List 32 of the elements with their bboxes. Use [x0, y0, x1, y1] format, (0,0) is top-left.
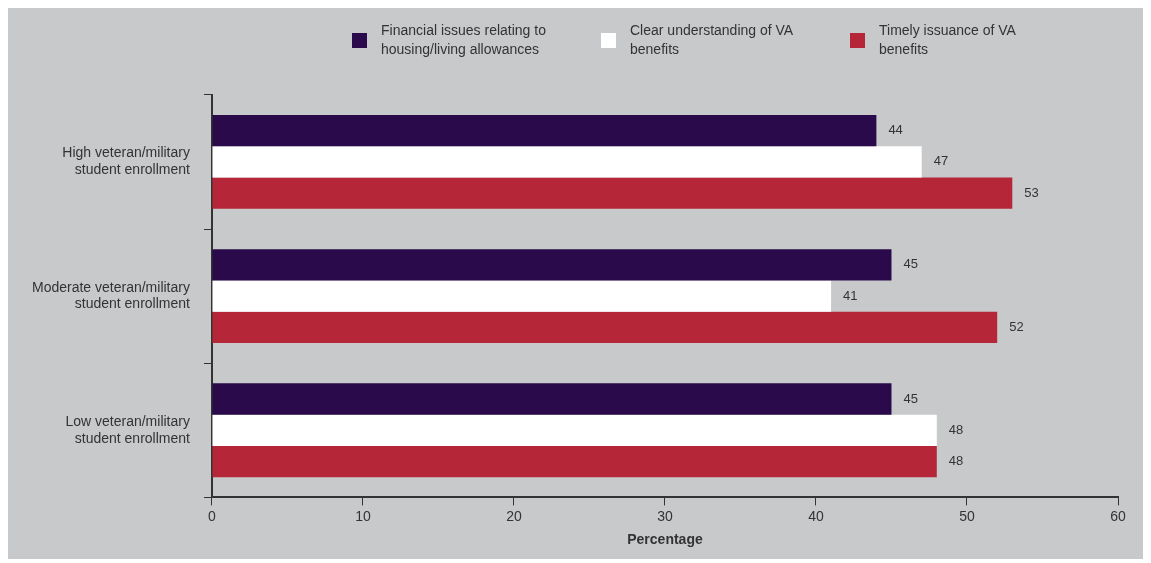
- data-label: 41: [843, 287, 858, 303]
- data-label: 48: [948, 421, 964, 437]
- bar: [212, 249, 892, 281]
- x-tick-label: 60: [1110, 507, 1126, 524]
- data-label: 53: [1024, 184, 1039, 200]
- data-label: 45: [903, 256, 918, 272]
- x-tick-label: 20: [506, 507, 522, 524]
- x-tick-label: 50: [959, 507, 975, 524]
- data-label: 44: [888, 122, 903, 138]
- data-label: 47: [933, 153, 949, 169]
- x-tick-label: 30: [657, 507, 673, 524]
- bar: [212, 311, 998, 344]
- bar: [212, 414, 937, 446]
- y-tick-label: High veteran/military student enrollment: [62, 144, 191, 178]
- data-label: 48: [948, 453, 964, 469]
- x-tick-label: 0: [208, 507, 217, 524]
- bar: [212, 114, 877, 147]
- legend-label: Financial issues relating to housing/living allowances: [381, 21, 547, 59]
- legend-label: Timely issuance of VA benefits: [879, 21, 1017, 59]
- x-axis-title: Percentage: [627, 531, 703, 548]
- bar: [212, 280, 832, 312]
- x-tick-label: 10: [355, 507, 371, 524]
- bar: [212, 146, 922, 178]
- bar: [212, 383, 892, 415]
- bar: [212, 177, 1013, 209]
- data-label: 45: [903, 390, 918, 406]
- y-tick-label: Moderate veteran/military student enrollment: [32, 278, 191, 312]
- bar: [212, 445, 937, 478]
- x-tick-label: 40: [808, 507, 824, 524]
- legend-label: Clear understanding of VA benefits: [630, 21, 795, 59]
- y-tick-label: Low veteran/military student enrollment: [65, 412, 191, 446]
- data-label: 52: [1009, 318, 1024, 334]
